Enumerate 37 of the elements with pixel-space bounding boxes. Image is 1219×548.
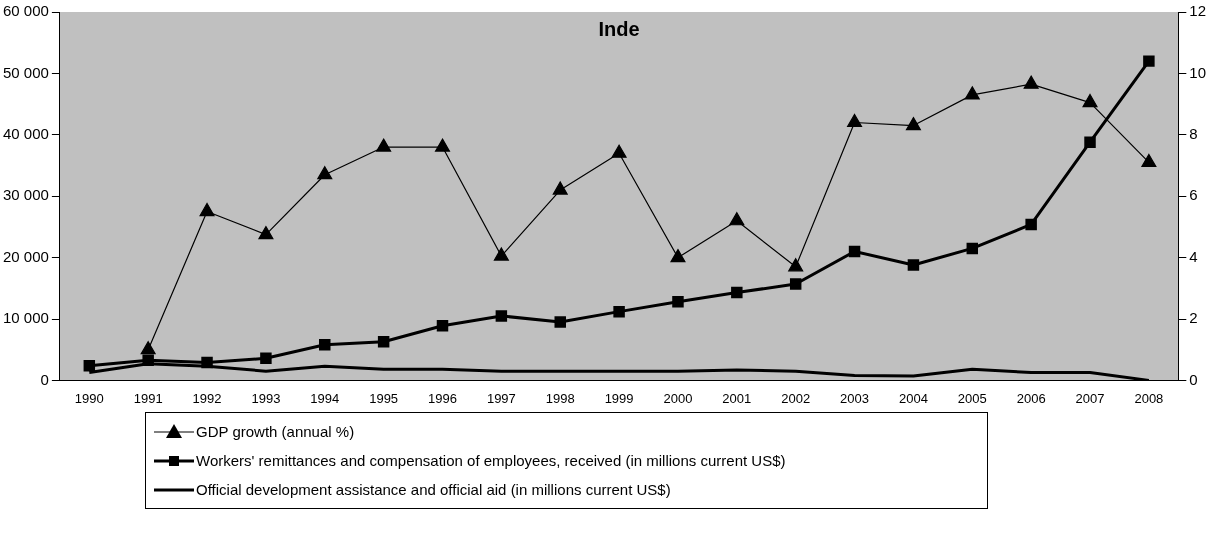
chart-title: Inde: [598, 17, 640, 40]
x-tick-label: 1997: [486, 390, 516, 406]
y2-tick-label: 0: [1189, 370, 1198, 388]
x-tick-label: 1993: [251, 390, 281, 406]
x-tick-label: 1994: [310, 390, 340, 406]
x-tick-label: 2002: [781, 390, 811, 406]
x-tick-label: 2006: [1016, 390, 1046, 406]
y-tick-label: 40 000: [2, 124, 49, 142]
y-tick-label: 50 000: [2, 63, 49, 81]
x-tick-label: 1995: [369, 390, 399, 406]
y-tick-label: 10 000: [2, 309, 49, 327]
y2-tick-label: 8: [1189, 124, 1198, 142]
y-tick-label: 20 000: [2, 247, 49, 265]
x-tick-label: 2000: [663, 390, 693, 406]
y2-tick-label: 12: [1189, 2, 1206, 20]
x-tick-label: 1999: [604, 390, 634, 406]
y-tick-label: 60 000: [2, 2, 49, 20]
x-tick-label: 2008: [1134, 390, 1164, 406]
x-tick-label: 1990: [74, 390, 104, 406]
legend-label: Workers' remittances and compensation of employees, received (in millions current US$): [196, 452, 786, 469]
y-tick-label: 30 000: [2, 186, 49, 204]
y2-tick-label: 6: [1189, 186, 1198, 204]
x-tick-label: 1991: [133, 390, 163, 406]
legend-label: GDP growth (annual %): [196, 423, 355, 440]
x-tick-label: 1998: [545, 390, 575, 406]
legend-label: Official development assistance and official aid (in millions current US$): [196, 481, 671, 498]
y2-tick-label: 2: [1189, 309, 1198, 327]
y2-tick-label: 10: [1189, 63, 1206, 81]
x-tick-label: 1992: [192, 390, 222, 406]
x-tick-label: 2004: [898, 390, 928, 406]
y2-tick-label: 4: [1189, 247, 1198, 265]
x-tick-label: 2003: [840, 390, 870, 406]
y-tick-label: 0: [40, 370, 49, 388]
x-tick-label: 2007: [1075, 390, 1105, 406]
x-tick-label: 2005: [957, 390, 987, 406]
x-tick-label: 2001: [722, 390, 752, 406]
x-tick-label: 1996: [428, 390, 457, 406]
